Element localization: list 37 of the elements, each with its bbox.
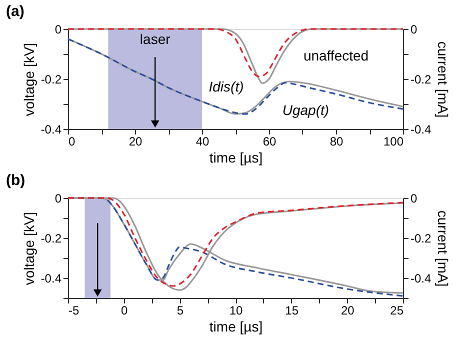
y-axis-title: voltage [kV] [20, 212, 37, 286]
y2-tick-label: -0.4 [410, 122, 432, 136]
y2-tick-label: -0.2 [410, 72, 432, 86]
annotation: Ugap(t) [282, 102, 330, 118]
y-tick-label: -0.4 [40, 122, 62, 136]
y2-tick-label: -0.2 [410, 232, 432, 246]
y2-tick-label: -0.4 [410, 272, 432, 286]
x-tick-label: 20 [340, 304, 355, 318]
band-label: laser [140, 31, 171, 47]
y2-axis-title: current [mA] [435, 41, 452, 118]
x-tick-label: 0 [120, 304, 128, 318]
x-tick-label: 80 [330, 134, 344, 148]
x-tick-label: 0 [68, 134, 76, 148]
y-tick-label: -0.2 [40, 232, 62, 246]
chart-title: (b) [6, 172, 26, 189]
x-tick-label: 40 [196, 134, 210, 148]
annotation: unaffected [303, 47, 369, 64]
annotation: Idis(t) [208, 78, 244, 94]
chart-title: (a) [6, 3, 24, 20]
x-tick-label: -5 [68, 304, 80, 318]
x-axis-title: time [µs] [209, 150, 263, 166]
x-tick-label: 15 [285, 304, 299, 318]
y2-tick-label: 0 [410, 22, 418, 36]
x-tick-label: 5 [176, 304, 184, 318]
y2-axis-title: current [mA] [435, 210, 452, 287]
x-axis-title: time [µs] [209, 318, 263, 334]
y-tick-label: -0.2 [40, 72, 62, 86]
x-tick-label: 100 [383, 134, 404, 148]
y-tick-label: 0 [54, 22, 62, 36]
x-tick-label: 10 [229, 304, 243, 318]
y-tick-label: -0.4 [40, 272, 62, 286]
y-axis-title: voltage [kV] [20, 42, 37, 116]
x-tick-label: 20 [128, 134, 142, 148]
x-tick-label: 25 [390, 304, 404, 318]
x-tick-label: 60 [262, 134, 276, 148]
y-tick-label: 0 [54, 192, 62, 206]
y2-tick-label: 0 [410, 192, 418, 206]
